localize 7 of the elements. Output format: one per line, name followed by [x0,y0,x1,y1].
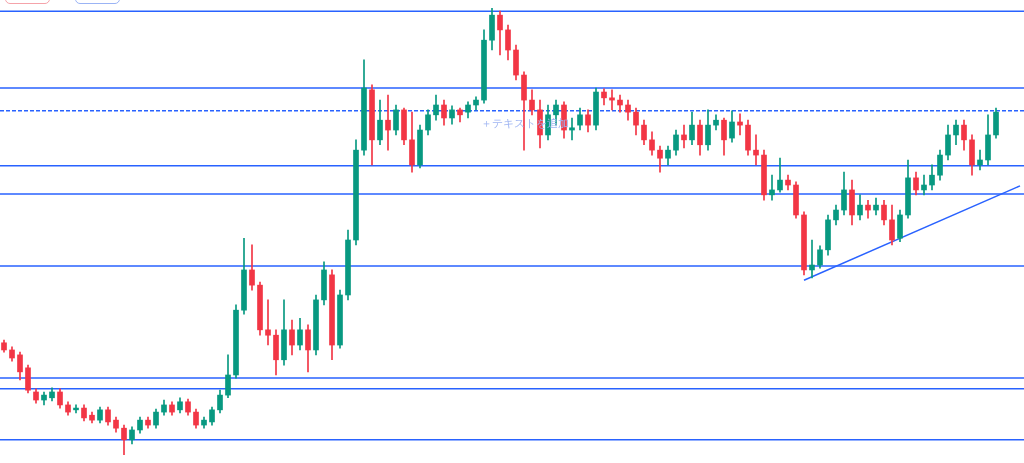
candlestick [753,134,759,166]
candlestick [681,124,687,149]
candlestick [265,299,271,346]
candlestick [569,117,575,141]
candlestick [809,239,815,279]
candlestick [769,174,775,201]
candlestick [385,94,391,151]
